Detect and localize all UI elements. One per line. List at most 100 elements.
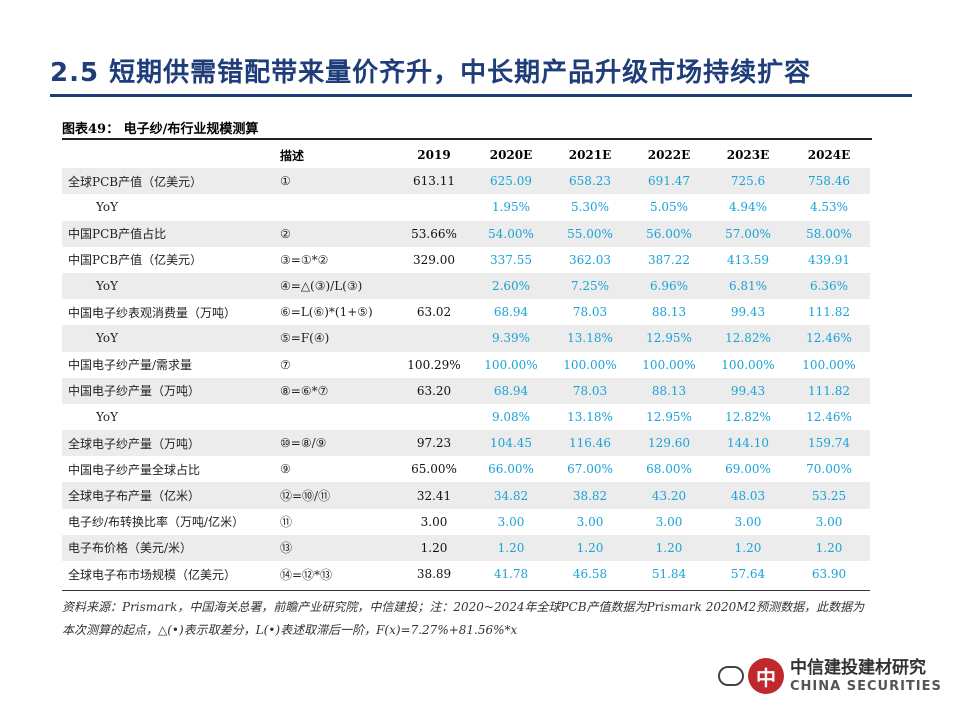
figure-caption: 图表49： 电子纱/布行业规模测算 — [62, 122, 259, 137]
value-cell-projection: 78.03 — [550, 377, 630, 404]
value-cell-projection: 66.00% — [488, 462, 534, 477]
value-cell-projection: 1.20 — [708, 534, 788, 561]
row-description: ⑨ — [280, 462, 291, 477]
row-label: YoY — [62, 272, 280, 300]
value-cell-projection: 99.43 — [730, 305, 766, 320]
value-cell-projection: 5.05% — [649, 200, 689, 215]
value-cell-projection: 5.30% — [570, 200, 610, 215]
table-row: 全球PCB产值（亿美元） ① 613.11 625.09 658.23 691.47 725… — [62, 168, 870, 195]
value-cell-2019 — [396, 325, 472, 352]
value-cell-projection: 100.00% — [721, 357, 775, 372]
value-cell-projection: 12.95% — [630, 325, 708, 352]
value-cell-projection: 69.00% — [725, 462, 771, 477]
value-cell-projection: 758.46 — [788, 168, 870, 195]
row-description: ⑩=⑧/⑨ — [280, 430, 396, 457]
value-cell-projection: 12.82% — [725, 409, 771, 424]
row-label: 中国电子纱表观消费量（万吨） — [68, 305, 237, 320]
row-description — [280, 194, 396, 220]
value-cell-projection: 691.47 — [630, 168, 708, 195]
row-description: ⑥=L(⑥)*(1+⑤) — [280, 305, 373, 320]
value-cell-projection: 111.82 — [808, 305, 850, 320]
value-cell-projection: 53.25 — [788, 482, 870, 509]
value-cell-projection: 55.00% — [550, 220, 630, 247]
row-description: ⑦ — [280, 357, 291, 372]
header-cell: 2019 — [417, 148, 451, 163]
value-cell-2019 — [396, 272, 472, 300]
value-cell-projection: 625.09 — [472, 168, 550, 195]
value-cell-projection: 1.20 — [630, 534, 708, 561]
value-cell-2019 — [396, 194, 472, 220]
row-description: ④=△(③)/L(③) — [280, 272, 396, 300]
value-cell-projection: 725.6 — [708, 168, 788, 195]
row-description: ⑪ — [280, 515, 293, 530]
watermark-cn: 中信建投建材研究 — [790, 657, 926, 678]
value-cell-projection: 3.00 — [497, 514, 525, 529]
value-cell-projection: 48.03 — [708, 482, 788, 509]
value-cell-projection: 12.95% — [646, 409, 692, 424]
value-cell-projection: 54.00% — [472, 220, 550, 247]
row-label: 中国电子纱产量（万吨） — [62, 377, 280, 404]
value-cell-projection: 78.03 — [572, 305, 608, 320]
value-cell-projection: 6.81% — [708, 272, 788, 300]
row-description: ⑧=⑥*⑦ — [280, 377, 396, 404]
value-cell-projection: 57.64 — [730, 567, 766, 582]
value-cell-projection: 13.18% — [567, 409, 613, 424]
row-description: ② — [280, 220, 396, 247]
value-cell-projection: 88.13 — [651, 305, 687, 320]
value-cell-projection: 88.13 — [630, 377, 708, 404]
value-cell-projection: 67.00% — [567, 462, 613, 477]
value-cell-projection: 99.43 — [708, 377, 788, 404]
row-label: 全球PCB产值（亿美元） — [62, 168, 280, 195]
value-cell-projection: 159.74 — [788, 430, 870, 457]
table-row: 中国电子纱产量全球占比 ⑨ 65.00% 66.00% 67.00% 68.00% 69.0… — [62, 456, 870, 482]
row-label: YoY — [96, 409, 119, 424]
wechat-icon — [718, 666, 744, 686]
value-cell-projection: 46.58 — [572, 567, 608, 582]
row-description: ③=①*② — [280, 252, 329, 267]
table-row: YoY ④=△(③)/L(③) 2.60% 7.25% 6.96% 6.81% 6.36% — [62, 272, 870, 300]
table-bottom-rule — [62, 590, 870, 591]
value-cell-projection: 38.82 — [550, 482, 630, 509]
table-row: 中国PCB产值占比 ② 53.66% 54.00% 55.00% 56.00% 57.00%… — [62, 220, 870, 247]
value-cell-projection: 68.94 — [472, 377, 550, 404]
value-cell-2019: 100.29% — [407, 357, 461, 372]
value-cell-projection: 41.78 — [493, 567, 529, 582]
value-cell-projection: 6.36% — [788, 272, 870, 300]
value-cell-projection: 116.46 — [550, 430, 630, 457]
watermark: 中 中信建投建材研究 CHINA SECURITIES — [718, 656, 942, 696]
row-label: 电子布价格（美元/米） — [62, 534, 280, 561]
row-label: YoY — [62, 325, 280, 352]
value-cell-projection: 13.18% — [550, 325, 630, 352]
value-cell-projection: 2.60% — [472, 272, 550, 300]
value-cell-projection: 337.55 — [490, 252, 532, 267]
data-table: 描述 2019 2020E 2021E 2022E 2023E 2024E 全球… — [62, 142, 870, 587]
table-row: 电子纱/布转换比率（万吨/亿米） ⑪ 3.00 3.00 3.00 3.00 3.00 3.0… — [62, 509, 870, 535]
value-cell-2019: 65.00% — [411, 462, 457, 477]
value-cell-projection: 7.25% — [550, 272, 630, 300]
value-cell-projection: 68.94 — [493, 305, 529, 320]
row-label: 中国电子纱产量/需求量 — [68, 358, 193, 373]
value-cell-2019: 613.11 — [396, 168, 472, 195]
table-header-row: 描述 2019 2020E 2021E 2022E 2023E 2024E — [62, 142, 870, 168]
value-cell-2019 — [396, 404, 472, 430]
title-rule — [50, 94, 912, 97]
value-cell-projection: 9.39% — [472, 325, 550, 352]
row-label: 电子纱/布转换比率（万吨/亿米） — [68, 515, 245, 530]
row-description: ⑤=F(④) — [280, 325, 396, 352]
value-cell-2019: 53.66% — [396, 220, 472, 247]
table-body: 全球PCB产值（亿美元） ① 613.11 625.09 658.23 691.47 725… — [62, 168, 870, 587]
value-cell-projection: 51.84 — [651, 567, 687, 582]
row-label: 中国PCB产值（亿美元） — [68, 253, 203, 268]
value-cell-projection: 12.46% — [788, 325, 870, 352]
header-cell: 2023E — [726, 148, 770, 163]
table-row: 中国电子纱产量/需求量 ⑦ 100.29% 100.00% 100.00% 100.00%… — [62, 352, 870, 378]
table-row: 电子布价格（美元/米） ⑬ 1.20 1.20 1.20 1.20 1.20 1.20 — [62, 534, 870, 561]
value-cell-projection: 58.00% — [788, 220, 870, 247]
value-cell-2019: 38.89 — [416, 567, 452, 582]
value-cell-projection: 362.03 — [569, 252, 611, 267]
header-cell: 2024E — [807, 148, 851, 163]
value-cell-projection: 4.53% — [809, 200, 849, 215]
value-cell-projection: 104.45 — [472, 430, 550, 457]
value-cell-projection: 12.82% — [708, 325, 788, 352]
table-row: 全球电子布产量（亿米） ⑫=⑩/⑪ 32.41 34.82 38.82 43.20 48.0… — [62, 482, 870, 509]
